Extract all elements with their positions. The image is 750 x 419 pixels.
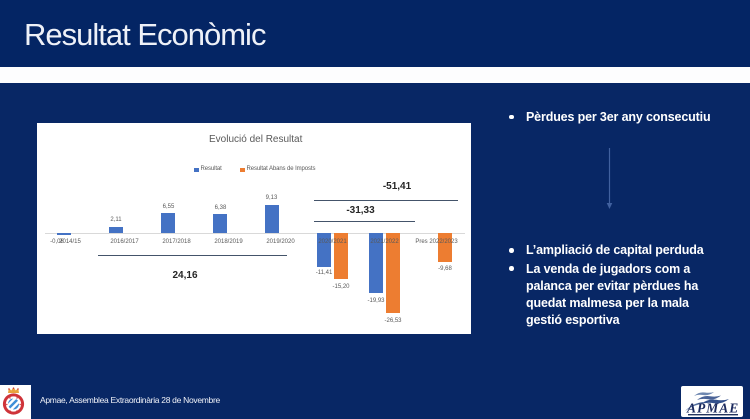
svg-text:APMAE: APMAE (686, 401, 739, 416)
